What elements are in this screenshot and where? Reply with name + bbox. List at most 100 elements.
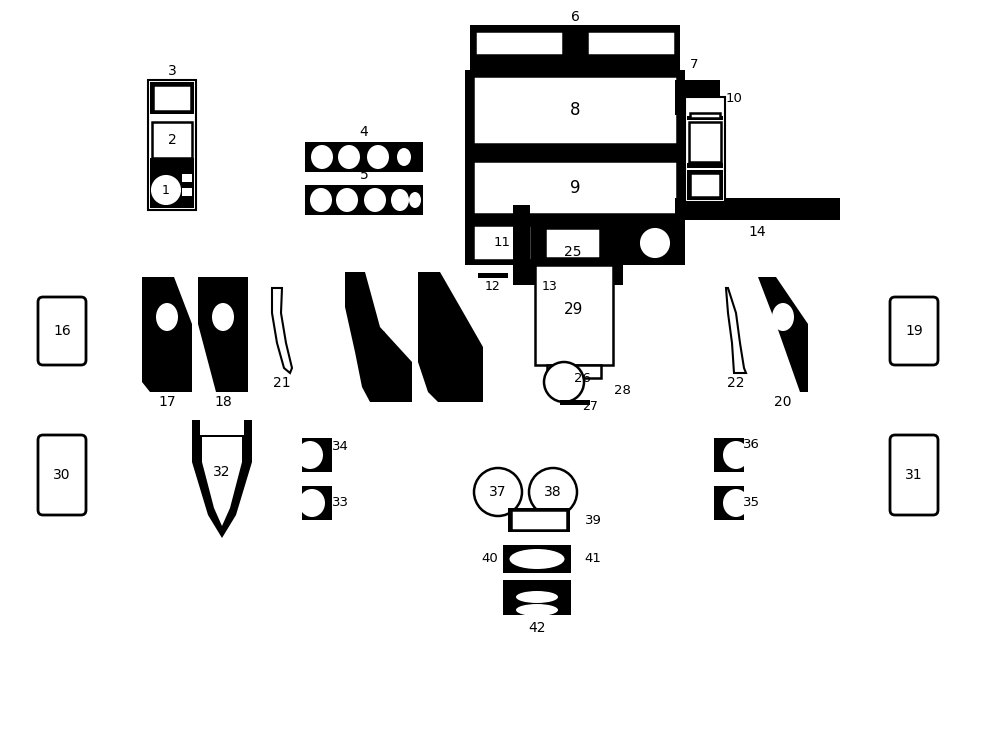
Bar [305,142,423,172]
Bar [690,173,720,197]
Text: 40: 40 [482,551,498,565]
Bar [513,205,530,285]
Bar [530,260,618,285]
Bar [465,155,685,220]
Ellipse shape [516,591,558,603]
Bar [150,162,194,208]
Text: 3: 3 [168,64,176,78]
Text: 11: 11 [494,236,511,250]
FancyBboxPatch shape [38,435,86,515]
FancyBboxPatch shape [890,297,938,365]
Ellipse shape [297,441,323,469]
Text: 37: 37 [489,485,507,499]
Text: 10: 10 [726,92,742,104]
Bar [153,85,191,111]
Text: 13: 13 [542,280,558,292]
Bar [475,31,563,55]
Bar [182,174,192,182]
Polygon shape [142,277,192,392]
Text: 8: 8 [570,101,580,119]
Polygon shape [198,277,248,392]
Text: 35: 35 [742,496,760,509]
Bar [545,228,600,258]
Text: 29: 29 [564,302,584,317]
Bar [470,60,680,70]
Text: 34: 34 [332,440,348,454]
Bar [478,273,508,278]
Bar [535,273,565,278]
Bar [465,220,685,265]
Text: 41: 41 [585,551,601,565]
Bar [690,113,720,118]
Ellipse shape [367,145,389,169]
Bar [675,80,720,115]
Ellipse shape [397,148,411,166]
Bar [511,510,567,530]
Text: 28: 28 [614,383,630,397]
Polygon shape [726,288,746,373]
Circle shape [474,468,522,516]
Text: 24: 24 [439,325,457,339]
Polygon shape [192,420,252,538]
Ellipse shape [299,489,325,517]
Text: 32: 32 [213,465,231,479]
Text: 1: 1 [162,184,170,196]
Ellipse shape [310,188,332,212]
Text: 4: 4 [360,125,368,139]
Bar [465,70,685,150]
Text: 15: 15 [696,80,714,94]
Ellipse shape [336,188,358,212]
Text: 42: 42 [528,621,546,635]
Ellipse shape [723,489,749,517]
Bar [565,45,585,55]
Bar [714,486,744,520]
Text: 6: 6 [571,10,579,24]
Bar [547,365,601,378]
Bar [473,161,677,214]
Ellipse shape [338,145,360,169]
Text: 33: 33 [332,496,349,509]
Bar [473,225,531,260]
Bar [150,82,194,114]
Text: 39: 39 [585,514,601,526]
Ellipse shape [212,303,234,331]
Text: 30: 30 [53,468,71,482]
Bar [302,438,332,472]
Circle shape [641,229,669,257]
Bar [465,150,685,155]
Text: 22: 22 [727,376,745,390]
Text: 31: 31 [905,468,923,482]
Text: 12: 12 [485,280,501,292]
Ellipse shape [311,145,333,169]
Ellipse shape [516,604,558,616]
Text: 20: 20 [774,395,792,409]
Polygon shape [758,277,808,392]
Circle shape [529,468,577,516]
Text: 19: 19 [905,324,923,338]
Text: 5: 5 [360,168,368,182]
Polygon shape [202,437,242,526]
Bar [675,198,840,220]
Ellipse shape [391,189,409,211]
Bar [587,31,675,55]
Bar [618,260,623,285]
FancyBboxPatch shape [890,435,938,515]
Text: 17: 17 [158,395,176,409]
Bar [470,25,680,60]
Text: 27: 27 [582,400,598,413]
Bar [535,265,613,365]
Text: 14: 14 [749,225,766,239]
Bar [305,185,423,215]
Bar [714,438,744,472]
Bar [685,97,725,202]
Ellipse shape [723,441,749,469]
Bar [152,122,192,158]
Bar [503,545,571,573]
Bar [148,80,196,210]
Text: 2: 2 [168,133,176,147]
Bar [150,158,194,162]
Bar [182,174,192,182]
Circle shape [544,362,584,402]
Circle shape [152,176,180,204]
Bar [302,486,332,520]
